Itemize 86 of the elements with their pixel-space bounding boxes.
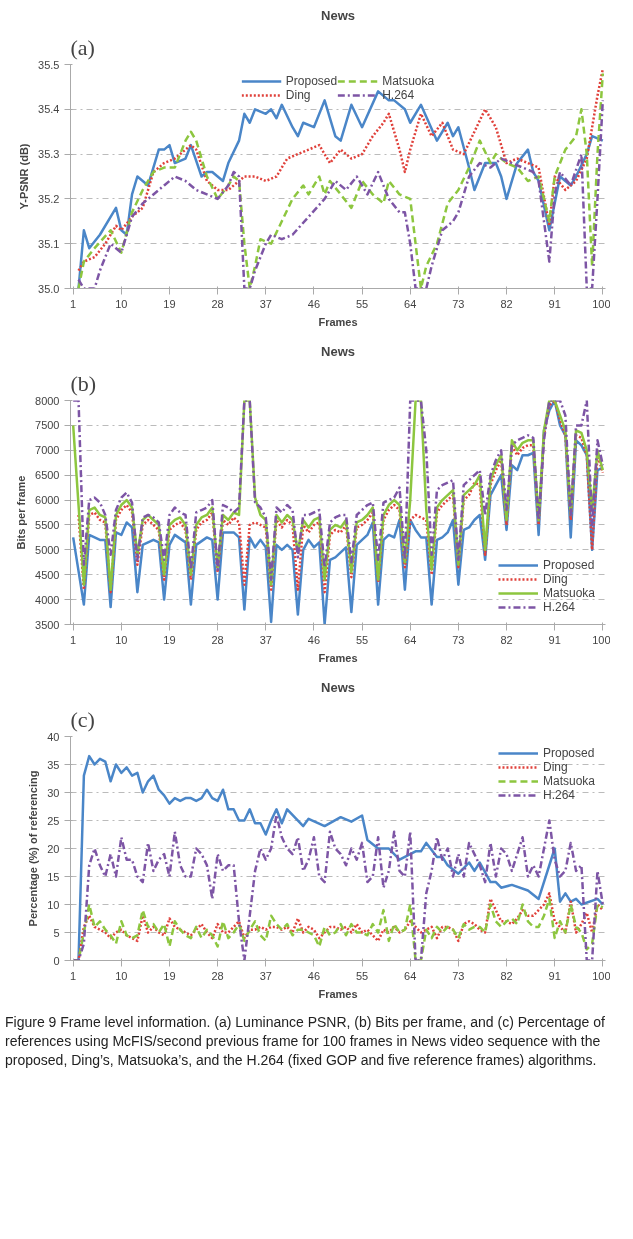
legend-label: Matsuoka (542, 586, 595, 600)
x-tick-label: 100 (592, 969, 611, 982)
legend-label: Ding (285, 88, 311, 102)
x-axis-title: Frames (318, 651, 358, 664)
y-tick-label: 8000 (35, 394, 60, 407)
x-tick-label: 91 (548, 969, 561, 982)
legend-label: Matsuoka (542, 774, 595, 788)
y-tick-label: 20 (47, 842, 60, 855)
x-tick-label: 64 (404, 297, 417, 310)
y-tick-label: 40 (47, 730, 60, 743)
legend-label: Matsuoka (382, 74, 435, 88)
legend-label: Ding (542, 572, 568, 586)
y-tick-label: 4500 (35, 568, 60, 581)
legend-label: Ding (542, 760, 568, 774)
x-tick-label: 1 (70, 297, 77, 310)
y-tick-label: 4000 (35, 593, 60, 606)
y-tick-label: 35 (47, 758, 60, 771)
legend-label: H.264 (542, 600, 575, 614)
y-tick-label: 5000 (35, 543, 60, 556)
x-tick-label: 46 (307, 633, 321, 646)
x-tick-label: 82 (500, 969, 513, 982)
x-tick-label: 73 (452, 969, 465, 982)
x-tick-label: 37 (259, 633, 272, 646)
x-tick-label: 55 (355, 633, 369, 646)
legend-label: H.264 (382, 88, 415, 102)
text: (c) (70, 706, 95, 732)
y-tick-label: 10 (47, 898, 60, 911)
y-tick-label: 6000 (35, 494, 60, 507)
x-tick-label: 10 (115, 297, 128, 310)
x-tick-label: 55 (355, 969, 369, 982)
chart-title: News (321, 343, 355, 359)
chart-title: News (321, 679, 355, 695)
legend-label: H.264 (542, 788, 575, 802)
y-tick-label: 5500 (35, 518, 60, 531)
x-tick-label: 82 (500, 633, 513, 646)
x-tick-label: 46 (307, 969, 321, 982)
x-tick-label: 100 (592, 633, 611, 646)
y-tick-label: 7500 (35, 419, 60, 432)
x-tick-label: 64 (404, 969, 417, 982)
y-tick-label: 25 (47, 814, 60, 827)
legend-label: Proposed (542, 746, 595, 760)
x-tick-label: 10 (115, 969, 128, 982)
x-tick-label: 19 (163, 633, 176, 646)
y-tick-label: 35.5 (38, 58, 60, 71)
y-axis-title: Percentage (%) of referencing (27, 770, 40, 927)
text: (a) (70, 34, 95, 60)
x-tick-label: 28 (211, 969, 224, 982)
caption: Figure 9 Frame level information. (a) Luminance PSNR, (b) Bits per frame, and (c) Percentage of references using McFIS/second previous frame for 100 frames in News video sequence with the proposed, Ding’s, Matsuoka’s, and the H.264 (fixed GOP and five reference frames) algorithms. (5, 1013, 605, 1070)
x-tick-label: 19 (163, 969, 176, 982)
x-tick-label: 55 (355, 297, 369, 310)
x-tick-label: 1 (70, 969, 77, 982)
x-tick-label: 28 (211, 633, 224, 646)
y-tick-label: 35.2 (38, 192, 60, 205)
x-tick-label: 91 (548, 633, 561, 646)
x-tick-label: 1 (70, 633, 77, 646)
y-tick-label: 35.4 (38, 103, 60, 116)
y-tick-label: 6500 (35, 469, 60, 482)
x-tick-label: 37 (259, 969, 272, 982)
y-tick-label: 30 (47, 786, 60, 799)
x-tick-label: 73 (452, 633, 465, 646)
y-axis-title: Bits per frame (15, 475, 28, 550)
x-tick-label: 82 (500, 297, 513, 310)
x-axis-title: Frames (318, 315, 358, 328)
x-axis-title: Frames (318, 987, 358, 1000)
x-tick-label: 19 (163, 297, 176, 310)
x-tick-label: 100 (592, 297, 611, 310)
x-tick-label: 73 (452, 297, 465, 310)
x-tick-label: 28 (211, 297, 224, 310)
y-tick-label: 35.3 (38, 148, 60, 161)
legend-label: Proposed (542, 558, 595, 572)
y-tick-label: 7000 (35, 444, 60, 457)
y-tick-label: 15 (47, 870, 60, 883)
x-tick-label: 37 (259, 297, 272, 310)
y-tick-label: 5 (53, 926, 60, 939)
text: (b) (70, 370, 97, 396)
y-tick-label: 35.1 (38, 237, 60, 250)
x-tick-label: 46 (307, 297, 321, 310)
x-tick-label: 91 (548, 297, 561, 310)
y-tick-label: 0 (53, 954, 60, 967)
x-tick-label: 10 (115, 633, 128, 646)
y-tick-label: 3500 (35, 618, 60, 631)
legend-label: Proposed (285, 74, 338, 88)
x-tick-label: 64 (404, 633, 417, 646)
chart-title: News (321, 7, 355, 23)
y-axis-title: Y-PSNR (dB) (18, 143, 31, 210)
y-tick-label: 35.0 (38, 282, 60, 295)
